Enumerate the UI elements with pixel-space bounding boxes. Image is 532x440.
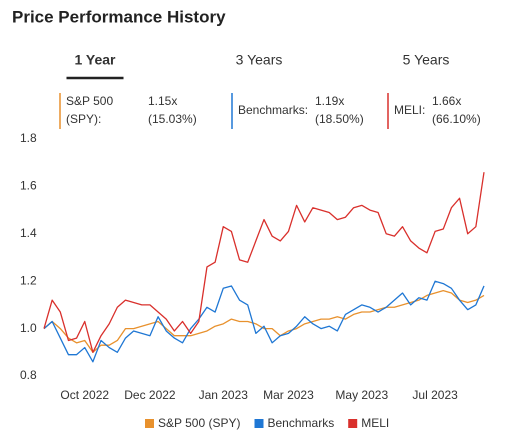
summary-multiple: 1.19x: [315, 94, 344, 108]
y-tick-label: 1.0: [20, 321, 37, 335]
summary-change: (18.50%): [315, 112, 364, 126]
tab[interactable]: 1 Year: [74, 52, 116, 68]
legend-label: S&P 500 (SPY): [158, 416, 241, 430]
y-tick-label: 1.8: [20, 131, 37, 145]
y-tick-label: 1.2: [20, 273, 37, 287]
summary-change: (66.10%): [432, 112, 481, 126]
summary-label: MELI:: [394, 103, 425, 117]
summary-change: (15.03%): [148, 112, 197, 126]
page-title: Price Performance History: [12, 7, 226, 26]
legend-swatch: [348, 419, 358, 428]
tab[interactable]: 5 Years: [403, 52, 450, 68]
series-line: [43, 280, 485, 363]
series-line: [43, 172, 485, 353]
y-tick-label: 1.4: [20, 226, 37, 240]
summary-label: Benchmarks:: [238, 103, 308, 117]
summary-label: (SPY):: [66, 112, 101, 126]
summary-label: S&P 500: [66, 94, 113, 108]
legend-label: Benchmarks: [268, 416, 335, 430]
x-tick-label: May 2023: [335, 388, 388, 402]
legend-swatch: [254, 419, 264, 428]
legend-swatch: [145, 419, 154, 428]
series-line: [43, 290, 485, 353]
x-tick-label: Jul 2023: [412, 388, 458, 402]
x-tick-label: Mar 2023: [263, 388, 314, 402]
y-tick-label: 1.6: [20, 179, 37, 193]
legend-label: MELI: [361, 416, 389, 430]
tab[interactable]: 3 Years: [236, 52, 283, 68]
x-tick-label: Dec 2022: [124, 388, 176, 402]
y-tick-label: 0.8: [20, 368, 37, 382]
summary-multiple: 1.15x: [148, 94, 177, 108]
x-tick-label: Jan 2023: [199, 388, 249, 402]
summary-multiple: 1.66x: [432, 94, 461, 108]
x-tick-label: Oct 2022: [60, 388, 109, 402]
